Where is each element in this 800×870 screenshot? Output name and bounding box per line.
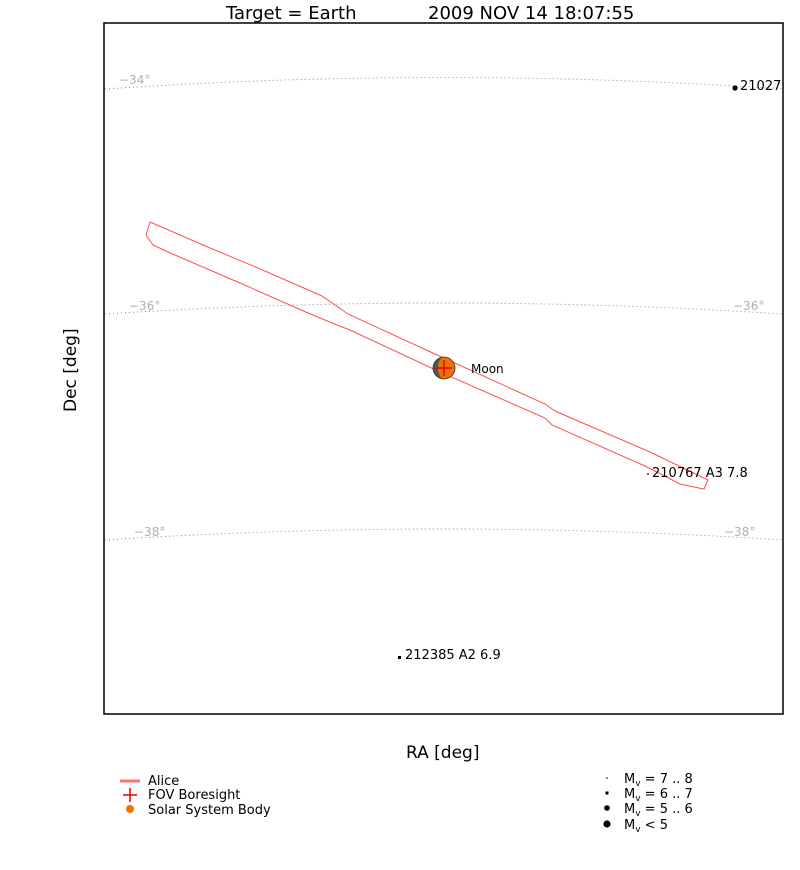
legend-boresight-swatch — [123, 788, 137, 802]
star-marker — [398, 656, 401, 659]
star-212385: 212385 A2 6.9 — [398, 648, 501, 663]
star-label: 212385 A2 6.9 — [405, 648, 501, 663]
star-marker — [732, 85, 738, 91]
dec-label-right-36: −36° — [733, 299, 764, 313]
legend-mag-6-7-swatch — [605, 791, 609, 795]
legend-mag-5-6-label: Mv = 5 .. 6 — [624, 802, 693, 819]
legend-mag-7-8-swatch — [606, 777, 608, 779]
legend-alice-label: Alice — [148, 774, 179, 789]
dec-gridline-36 — [104, 302, 784, 315]
star-21027: 21027 — [732, 79, 781, 94]
star-marker — [647, 473, 649, 475]
dec-label-left-34: −34° — [119, 73, 150, 87]
plot-title-target: Target = Earth — [225, 3, 356, 24]
dec-label-right-38: −38° — [724, 525, 755, 539]
legend-right: Mv = 7 .. 8 Mv = 6 .. 7 Mv = 5 .. 6 Mv <… — [603, 772, 693, 835]
legend-boresight-label: FOV Boresight — [148, 788, 240, 803]
star-label: 210767 A3 7.8 — [652, 466, 748, 481]
y-axis-label: Dec [deg] — [61, 328, 81, 412]
legend-mag-6-7-label: Mv = 6 .. 7 — [624, 787, 693, 804]
dec-gridline-38 — [104, 528, 784, 541]
alice-fov-outline — [145, 221, 709, 490]
fov-boresight-marker — [436, 360, 452, 376]
dec-label-left-38: −38° — [134, 525, 165, 539]
star-210767: 210767 A3 7.8 — [647, 466, 748, 481]
star-label: 21027 — [740, 79, 781, 94]
legend-mag-7-8-label: Mv = 7 .. 8 — [624, 772, 693, 789]
moon-label: Moon — [471, 362, 504, 376]
legend-body-swatch — [126, 805, 134, 813]
legend-left: Alice FOV Boresight Solar System Body — [120, 774, 271, 818]
legend-mag-lt5-label: Mv < 5 — [624, 818, 668, 835]
plot-title-timestamp: 2009 NOV 14 18:07:55 — [428, 3, 634, 24]
moon-shadow — [433, 357, 444, 379]
legend-mag-5-6-swatch — [604, 805, 610, 811]
dec-label-left-36: −36° — [129, 299, 160, 313]
x-axis-label: RA [deg] — [406, 743, 479, 763]
plot-frame — [103, 22, 784, 715]
moon-edge — [432, 356, 456, 380]
dec-gridline-34 — [104, 77, 784, 90]
dec-grid — [104, 77, 784, 541]
legend-mag-lt5-swatch — [603, 820, 611, 828]
legend-body-label: Solar System Body — [148, 803, 271, 818]
